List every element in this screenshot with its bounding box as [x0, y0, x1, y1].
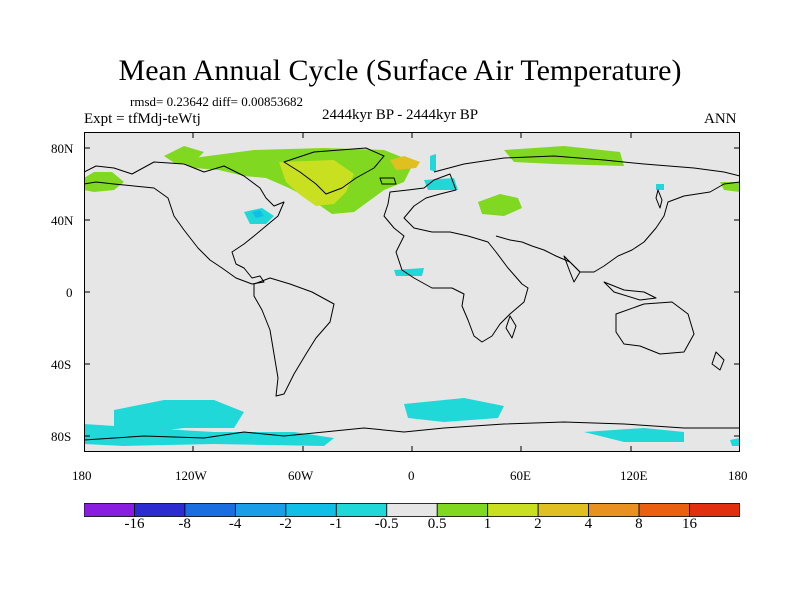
colorbar-label: 2	[534, 516, 542, 532]
experiment-label: Expt = tfMdj-teWtj	[84, 111, 201, 127]
greenland-coast	[283, 147, 385, 195]
colorbar-label: 16	[682, 516, 698, 532]
anomaly-antarctic-west	[84, 424, 334, 446]
anomaly-dateline-south	[730, 438, 740, 446]
japan-coast	[655, 189, 663, 209]
colorbar-label: -8	[178, 516, 191, 532]
anomaly-baffin	[279, 160, 354, 206]
colorbar-swatch	[134, 503, 186, 517]
anomaly-east-siberia	[720, 182, 740, 192]
lat-label-40s: 40S	[51, 357, 72, 372]
anomaly-alaska	[84, 172, 124, 192]
colorbar-swatch	[588, 503, 640, 517]
colorbar-swatch	[234, 503, 287, 517]
australia-coast	[615, 301, 695, 355]
anomaly-norway-cool	[430, 154, 436, 172]
lon-label-120w: 120W	[175, 468, 207, 483]
anomaly-ural	[478, 194, 522, 216]
colorbar	[84, 503, 740, 517]
map-ticks	[84, 132, 740, 452]
madagascar-coast	[505, 315, 517, 339]
colorbar-label: -0.5	[374, 516, 399, 532]
lon-label-60e: 60E	[510, 468, 531, 483]
colorbar-swatch	[689, 503, 740, 517]
lat-label-0: 0	[66, 285, 73, 300]
colorbar-swatch	[487, 503, 539, 517]
india-coast	[563, 255, 581, 283]
indonesia-coast	[603, 281, 657, 301]
anomaly-kamchatka	[656, 184, 664, 190]
anomaly-siberia	[504, 146, 624, 166]
lat-label-40n: 40N	[51, 213, 74, 228]
north-america-coast	[84, 161, 285, 285]
lon-label-180w: 180	[72, 468, 92, 483]
colorbar-label: -2	[279, 516, 292, 532]
stats-text: rmsd= 0.23642 diff= 0.00853682	[130, 94, 303, 109]
antarctica-coast	[84, 421, 740, 441]
colorbar-label: 1	[483, 516, 492, 532]
colorbar-swatch	[436, 503, 489, 517]
map-background	[84, 132, 740, 452]
colorbar-label: -1	[329, 516, 343, 532]
anomaly-ross-sea	[114, 400, 244, 434]
colorbar-label: -16	[124, 516, 145, 532]
anomaly-fields	[84, 146, 740, 446]
anomaly-arctic-islands	[164, 146, 204, 164]
coastlines	[84, 147, 740, 441]
colorbar-label: -4	[228, 516, 242, 532]
colorbar-swatch	[285, 503, 337, 517]
lon-label-0: 0	[408, 468, 415, 483]
iceland-coast	[379, 177, 397, 185]
north-asia-coast	[433, 155, 740, 177]
period-label: 2444kyr BP - 2444kyr BP	[322, 107, 479, 123]
colorbar-swatch	[537, 503, 590, 517]
colorbar-label: 0.5	[427, 516, 447, 532]
lat-label-80n: 80N	[51, 141, 74, 156]
colorbar-label: 8	[635, 516, 643, 532]
anomaly-antarctic-east	[584, 428, 684, 442]
europe-africa-coast	[383, 173, 529, 343]
anomaly-ice-warm	[390, 156, 420, 170]
plot-title: Mean Annual Cycle (Surface Air Temperatu…	[118, 54, 682, 87]
colorbar-swatch	[386, 503, 438, 517]
colorbar-swatch	[335, 503, 388, 517]
anomaly-great-lakes-core	[252, 210, 264, 218]
anomaly-weddell	[404, 398, 504, 422]
colorbar-label: 4	[584, 516, 593, 532]
lon-label-60w: 60W	[288, 468, 314, 483]
new-zealand-coast	[711, 351, 725, 371]
season-label: ANN	[704, 111, 737, 127]
lat-label-80s: 80S	[51, 429, 72, 444]
colorbar-swatch	[84, 503, 135, 517]
map-plot	[84, 132, 740, 452]
south-america-coast	[253, 277, 335, 397]
colorbar-swatch	[184, 503, 236, 517]
lon-label-120e: 120E	[620, 468, 648, 483]
colorbar-swatch	[638, 503, 690, 517]
lon-label-180e: 180	[728, 468, 748, 483]
south-asia-coast	[495, 181, 740, 273]
